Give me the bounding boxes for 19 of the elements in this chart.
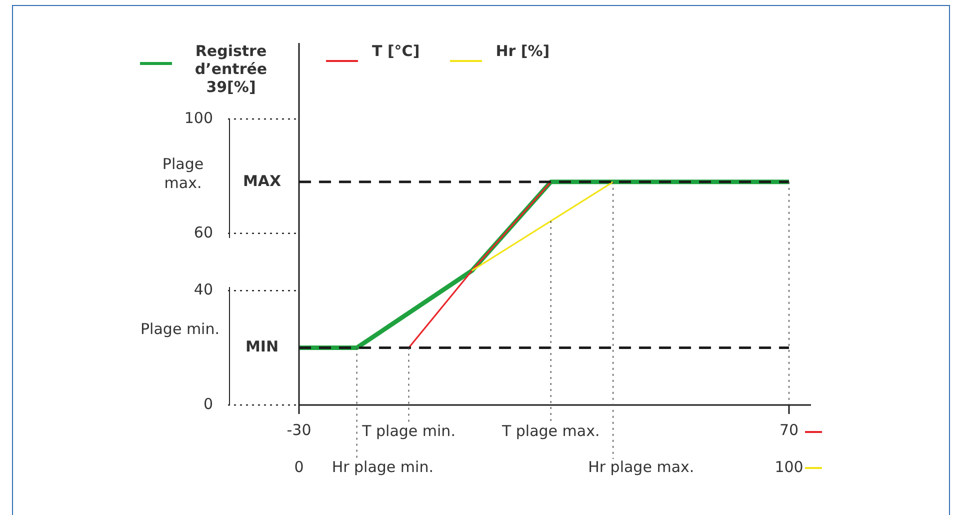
x2-tick-label: 100 xyxy=(774,458,804,476)
ref-line-label: T plage min. xyxy=(361,422,456,440)
y-tick-label: 40 xyxy=(194,280,213,298)
ref-line-label: Hr plage min. xyxy=(332,458,434,476)
x-tick-label: 70 xyxy=(779,420,799,439)
text: Plage min. xyxy=(140,320,220,338)
y-tick-label: 0 xyxy=(203,394,213,413)
legend-label: T [°C] xyxy=(372,42,420,60)
ref-line-label: Hr plage max. xyxy=(588,458,694,476)
text: Plage max. xyxy=(162,154,204,192)
legend-label: Hr [%] xyxy=(496,42,550,60)
x-tick-label: -30 xyxy=(286,420,312,439)
y-tick-label: 100 xyxy=(184,108,213,127)
ref-line-label: MAX xyxy=(242,172,282,190)
legend-label: Registre d’entrée 39[%] xyxy=(194,42,268,96)
x2-tick-label: 0 xyxy=(294,458,304,476)
ref-line-label: MIN xyxy=(245,338,279,356)
y-tick-label: 60 xyxy=(194,223,213,242)
ref-line-label: T plage max. xyxy=(500,422,600,440)
